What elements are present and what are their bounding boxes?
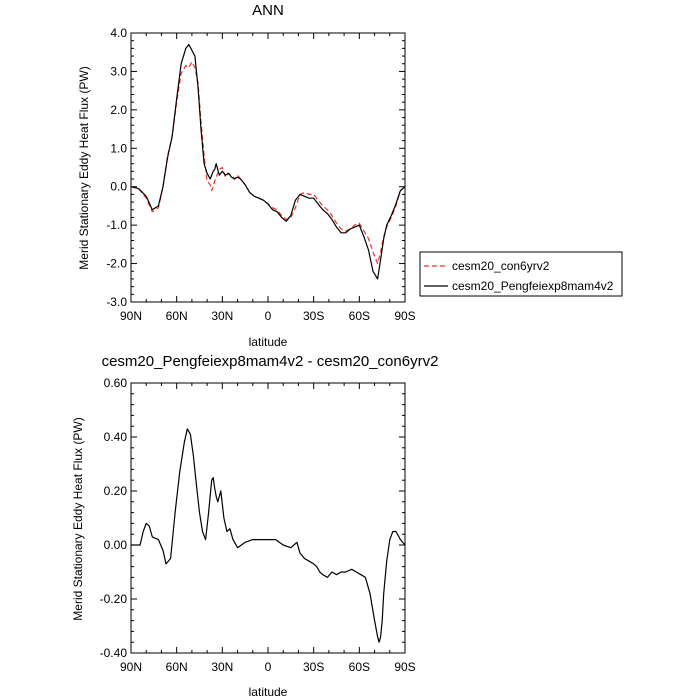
y-tick-label: 0.60 xyxy=(104,376,128,390)
x-tick-label: 90S xyxy=(394,660,415,674)
legend-label-1: cesm20_Pengfeiexp8mam4v2 xyxy=(452,279,614,293)
x-axis-label: latitude xyxy=(249,335,288,349)
y-tick-label: -3.0 xyxy=(106,295,127,309)
plot-frame xyxy=(130,382,406,654)
legend-label-0: cesm20_con6yrv2 xyxy=(452,259,550,273)
series-line-0 xyxy=(131,428,406,643)
panel-difference: cesm20_Pengfeiexp8mam4v2 - cesm20_con6yr… xyxy=(71,353,438,699)
series-layer xyxy=(130,43,406,280)
y-tick-label: -2.0 xyxy=(106,257,127,271)
x-tick-label: 30S xyxy=(303,309,324,323)
legend-box xyxy=(419,251,623,297)
series-line-0 xyxy=(130,61,406,265)
y-tick-label: 3.0 xyxy=(110,64,127,78)
y-tick-label: 4.0 xyxy=(110,26,127,40)
x-tick-label: 60S xyxy=(349,309,370,323)
x-tick-label: 60S xyxy=(349,660,370,674)
y-tick-label: 2.0 xyxy=(110,103,127,117)
y-axis-label: Merid Stationary Eddy Heat Flux (PW) xyxy=(77,66,91,269)
series-layer xyxy=(131,428,406,643)
x-tick-label: 30N xyxy=(211,660,233,674)
y-tick-label: -0.20 xyxy=(100,592,128,606)
y-tick-label: 0.40 xyxy=(104,430,128,444)
y-axis-label: Merid Stationary Eddy Heat Flux (PW) xyxy=(71,417,85,620)
axes: -0.40 -0.20 0.00 0.20 0.40 0.60 90N 60N 30N 0 30S 6… xyxy=(100,376,416,674)
x-tick-label: 90N xyxy=(120,660,142,674)
x-tick-label: 60N xyxy=(166,309,188,323)
panel-title: ANN xyxy=(252,2,284,19)
y-tick-label: -1.0 xyxy=(106,218,127,232)
x-tick-label: 30S xyxy=(303,660,324,674)
x-axis-label: latitude xyxy=(249,685,288,699)
panel-title: cesm20_Pengfeiexp8mam4v2 - cesm20_con6yr… xyxy=(102,353,439,370)
y-tick-label: -0.40 xyxy=(100,646,128,660)
y-tick-label: 0.20 xyxy=(104,484,128,498)
series-line-1 xyxy=(130,43,406,280)
x-tick-label: 0 xyxy=(265,309,272,323)
x-tick-label: 60N xyxy=(166,660,188,674)
x-tick-label: 30N xyxy=(211,309,233,323)
y-tick-label: 0.00 xyxy=(104,538,128,552)
x-tick-label: 90N xyxy=(120,309,142,323)
legend: cesm20_con6yrv2 cesm20_Pengfeiexp8mam4v2 xyxy=(419,251,623,297)
axes: -3.0 -2.0 -1.0 0.0 1.0 2.0 3.0 4.0 90N 60N 30N 0 30S… xyxy=(106,26,415,323)
y-tick-label: 1.0 xyxy=(110,141,127,155)
y-tick-label: 0.0 xyxy=(110,180,127,194)
panel-annual: ANN -3.0 -2.0 -1.0 0.0 1.0 2.0 3.0 4.0 90N 60N 30N… xyxy=(77,2,416,349)
plot-frame xyxy=(130,32,406,303)
x-tick-label: 0 xyxy=(265,660,272,674)
x-tick-label: 90S xyxy=(394,309,415,323)
